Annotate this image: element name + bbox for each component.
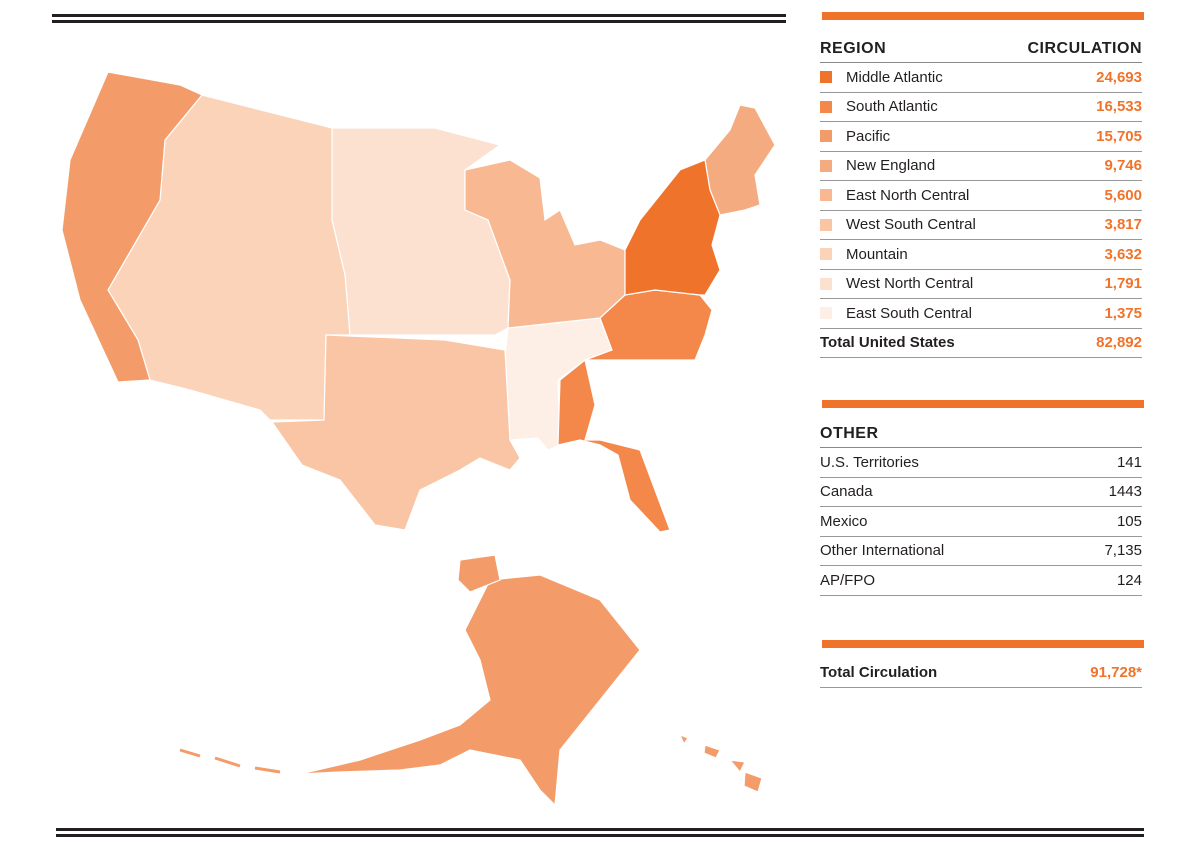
region-label: Middle Atlantic xyxy=(846,68,943,86)
total-circulation-value: 91,728* xyxy=(1090,663,1142,681)
other-table-header: OTHER xyxy=(820,425,1142,448)
region-row: Middle Atlantic 24,693 xyxy=(820,63,1142,93)
header-circulation: CIRCULATION xyxy=(1027,40,1142,57)
region-value: 15,705 xyxy=(1096,127,1142,145)
header-other: OTHER xyxy=(820,425,879,442)
region-row: Pacific 15,705 xyxy=(820,122,1142,152)
region-pacific-alaska-island xyxy=(457,554,501,593)
region-row: West North Central 1,791 xyxy=(820,270,1142,299)
other-value: 141 xyxy=(1116,453,1142,471)
other-table: OTHER U.S. Territories 141 Canada 1443 Mexic… xyxy=(820,425,1142,596)
region-row-left: Mountain xyxy=(820,246,908,263)
region-label: East South Central xyxy=(846,304,972,322)
region-row: West South Central 3,817 xyxy=(820,211,1142,240)
top-left-double-rule xyxy=(52,14,786,23)
other-label: AP/FPO xyxy=(820,571,876,589)
legend-swatch xyxy=(820,130,832,143)
region-row-left: South Atlantic xyxy=(820,98,938,115)
region-pacific-aleutians xyxy=(179,748,281,774)
bottom-double-rule xyxy=(56,828,1144,837)
region-table-header: REGION CIRCULATION xyxy=(820,40,1142,63)
other-row: AP/FPO 124 xyxy=(820,566,1142,596)
legend-swatch xyxy=(820,307,832,320)
total-top-bar xyxy=(822,640,1144,648)
region-value: 9,746 xyxy=(1104,157,1142,175)
other-row: U.S. Territories 141 xyxy=(820,448,1142,478)
region-row: East South Central 1,375 xyxy=(820,299,1142,329)
region-label: East North Central xyxy=(846,186,970,204)
region-label: Mountain xyxy=(846,245,908,263)
other-value: 7,135 xyxy=(1104,542,1142,560)
region-label: West South Central xyxy=(846,216,976,234)
region-row-left: West North Central xyxy=(820,275,973,292)
region-row: New England 9,746 xyxy=(820,152,1142,181)
other-label: Canada xyxy=(820,483,873,501)
other-row: Canada 1443 xyxy=(820,478,1142,507)
other-row: Other International 7,135 xyxy=(820,537,1142,566)
region-value: 3,632 xyxy=(1104,245,1142,263)
region-value: 16,533 xyxy=(1096,98,1142,116)
region-row-left: New England xyxy=(820,157,935,174)
region-row-left: East South Central xyxy=(820,305,972,322)
region-value: 1,791 xyxy=(1104,275,1142,293)
region-value: 24,693 xyxy=(1096,68,1142,86)
region-table: REGION CIRCULATION Middle Atlantic 24,693… xyxy=(820,40,1142,358)
region-new-england xyxy=(704,104,776,216)
region-label: West North Central xyxy=(846,275,974,293)
legend-swatch xyxy=(820,248,832,261)
region-row: East North Central 5,600 xyxy=(820,181,1142,211)
legend-swatch xyxy=(820,218,832,231)
region-west-south-central xyxy=(270,334,521,531)
legend-swatch xyxy=(820,100,832,113)
other-top-bar xyxy=(822,400,1144,408)
region-west-north-central xyxy=(331,127,511,336)
region-row-left: West South Central xyxy=(820,216,976,233)
region-row-left: East North Central xyxy=(820,187,969,204)
header-region: REGION xyxy=(820,40,887,57)
us-circulation-map xyxy=(61,71,776,807)
region-pacific xyxy=(61,71,203,383)
region-east-south-central xyxy=(499,317,613,451)
total-us-row: Total United States 82,892 xyxy=(820,329,1142,358)
total-circulation-label: Total Circulation xyxy=(820,663,938,681)
other-value: 124 xyxy=(1116,571,1142,589)
total-us-value: 82,892 xyxy=(1096,334,1142,352)
region-label: New England xyxy=(846,157,936,175)
region-row-left: Middle Atlantic xyxy=(820,69,943,86)
region-value: 5,600 xyxy=(1104,186,1142,204)
region-label: South Atlantic xyxy=(846,98,938,116)
total-circulation: Total Circulation 91,728* xyxy=(820,658,1142,688)
region-row: Mountain 3,632 xyxy=(820,240,1142,270)
legend-swatch xyxy=(820,71,832,84)
region-pacific-alaska xyxy=(299,574,641,807)
region-row-left: Pacific xyxy=(820,128,890,145)
other-label: U.S. Territories xyxy=(820,453,919,471)
other-value: 105 xyxy=(1116,512,1142,530)
region-value: 3,817 xyxy=(1104,216,1142,234)
region-pacific-hawaii xyxy=(678,733,763,793)
legend-swatch xyxy=(820,189,832,202)
legend-swatch xyxy=(820,277,832,290)
region-top-bar xyxy=(822,12,1144,20)
region-label: Pacific xyxy=(846,127,891,145)
other-label: Other International xyxy=(820,542,945,560)
other-row: Mexico 105 xyxy=(820,507,1142,537)
total-us-label: Total United States xyxy=(820,334,955,352)
region-middle-atlantic xyxy=(624,159,721,296)
other-value: 1443 xyxy=(1108,483,1142,501)
other-label: Mexico xyxy=(820,512,868,530)
region-row: South Atlantic 16,533 xyxy=(820,93,1142,122)
region-south-atlantic xyxy=(557,289,713,533)
legend-swatch xyxy=(820,159,832,172)
region-value: 1,375 xyxy=(1104,304,1142,322)
total-circulation-row: Total Circulation 91,728* xyxy=(820,658,1142,688)
